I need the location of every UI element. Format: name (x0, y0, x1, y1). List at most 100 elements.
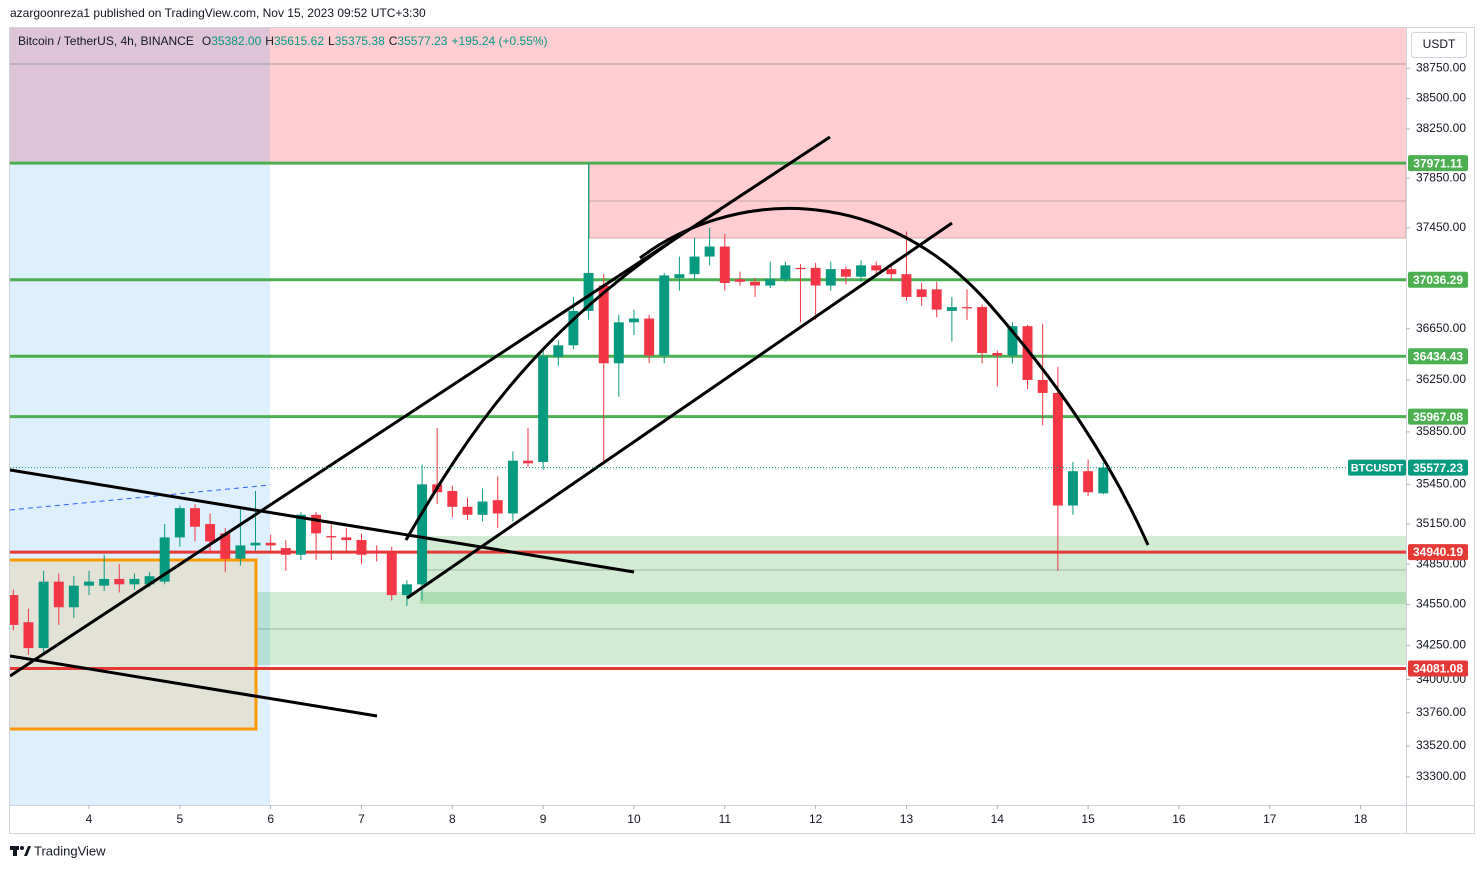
level-price-label: 37971.11 (1413, 156, 1463, 170)
ohlc-legend: Bitcoin / TetherUS, 4h, BINANCE O 35382.00… (18, 34, 548, 48)
candle-body (23, 622, 34, 649)
logo-part (20, 846, 24, 850)
candle-body (659, 275, 670, 356)
candle-body (750, 281, 761, 286)
candle-body (265, 542, 276, 546)
currency-box[interactable] (1411, 32, 1467, 58)
candle-body (1022, 326, 1033, 381)
candle-body (190, 508, 200, 527)
symbol-tag: BTCUSDT (1351, 463, 1404, 475)
candle-body (250, 542, 261, 546)
footer-brand: TradingView (34, 843, 106, 858)
trend-line (406, 221, 953, 600)
y-tick-label: 33760.00 (1416, 705, 1466, 719)
level-price-box (1408, 348, 1468, 365)
candle-body (1052, 392, 1063, 506)
x-tick-label: 13 (900, 812, 914, 826)
trend-drawings (10, 135, 1150, 718)
x-tick-label: 7 (358, 812, 365, 826)
level-price-label: 37036.29 (1413, 273, 1463, 287)
candle-body (871, 265, 882, 271)
x-tick-label: 12 (809, 812, 823, 826)
level-price-box (1408, 408, 1468, 425)
candle-body (583, 272, 594, 311)
y-tick-label: 33520.00 (1416, 738, 1466, 752)
candle-body (99, 578, 110, 586)
candle-body (477, 501, 488, 515)
arc-line (639, 207, 1150, 546)
legend-key: H (265, 34, 274, 48)
candle-body (220, 533, 231, 559)
legend-value: 35615.62 (274, 34, 324, 48)
candle-body (810, 267, 821, 286)
candle-body (507, 460, 518, 514)
trend-line (10, 654, 378, 718)
candle-body (538, 356, 549, 462)
candle-body (84, 581, 94, 586)
last-price-box (1408, 459, 1468, 476)
y-tick-label: 35450.00 (1416, 477, 1466, 491)
candle-body (946, 307, 957, 311)
legend-key: C (389, 34, 398, 48)
candle-body (341, 537, 352, 541)
level-price-label: 34940.19 (1413, 545, 1463, 559)
candle-body (704, 246, 715, 257)
y-tick-label: 38500.00 (1416, 91, 1466, 105)
candle-body (311, 514, 322, 534)
candle-body (931, 289, 942, 310)
x-tick-label: 16 (1172, 812, 1186, 826)
candle-body (205, 524, 216, 542)
logo-part (24, 846, 31, 856)
candle-body (825, 269, 836, 286)
curve-line (404, 208, 721, 541)
candle-body (734, 279, 745, 282)
resistance-zone (10, 28, 1406, 163)
candle-body (53, 581, 64, 608)
candle-body (235, 545, 246, 559)
candle-body (765, 279, 776, 286)
candle-body (1098, 467, 1109, 494)
candle-body (159, 537, 170, 582)
y-tick-label: 36650.00 (1416, 321, 1466, 335)
level-lines (10, 161, 1406, 670)
candle-body (916, 289, 927, 297)
candle-body (295, 514, 306, 555)
candle-body (886, 269, 897, 275)
candle-body (10, 595, 19, 625)
y-tick-label: 36250.00 (1416, 372, 1466, 386)
y-tick-label: 38750.00 (1416, 60, 1466, 74)
candle-body (1083, 471, 1094, 493)
candle-body (1067, 471, 1078, 506)
level-price-box (1408, 271, 1468, 288)
footer-logo (10, 846, 31, 856)
candle-body (719, 246, 730, 284)
x-tick-label: 5 (177, 812, 184, 826)
candle-body (129, 578, 140, 585)
candle-body (962, 307, 973, 309)
candle-body (523, 460, 533, 464)
candle-body (144, 576, 155, 585)
x-tick-label: 17 (1263, 812, 1277, 826)
x-tick-label: 9 (540, 812, 547, 826)
y-tick-label: 35850.00 (1416, 424, 1466, 438)
candle-body (492, 500, 503, 514)
candle-body (674, 274, 685, 278)
candle-body (1037, 380, 1048, 393)
legend-title: Bitcoin / TetherUS, 4h, BINANCE (18, 34, 194, 48)
candle-body (553, 345, 564, 357)
candle-body (780, 265, 791, 280)
legend-key: O (202, 34, 211, 48)
x-tick-label: 15 (1081, 812, 1095, 826)
level-price-label: 36434.43 (1413, 349, 1463, 363)
y-tick-label: 33300.00 (1416, 769, 1466, 783)
range-box (10, 558, 258, 731)
x-tick-label: 10 (627, 812, 641, 826)
legend-change: +195.24 (+0.55%) (451, 34, 547, 48)
candle-body (795, 267, 806, 270)
candle-body (689, 256, 700, 275)
candle-body (280, 548, 291, 555)
publisher-line: azargoonreza1 published on TradingView.c… (10, 6, 426, 20)
legend-value: 35577.23 (397, 34, 447, 48)
candle-body (462, 506, 473, 515)
